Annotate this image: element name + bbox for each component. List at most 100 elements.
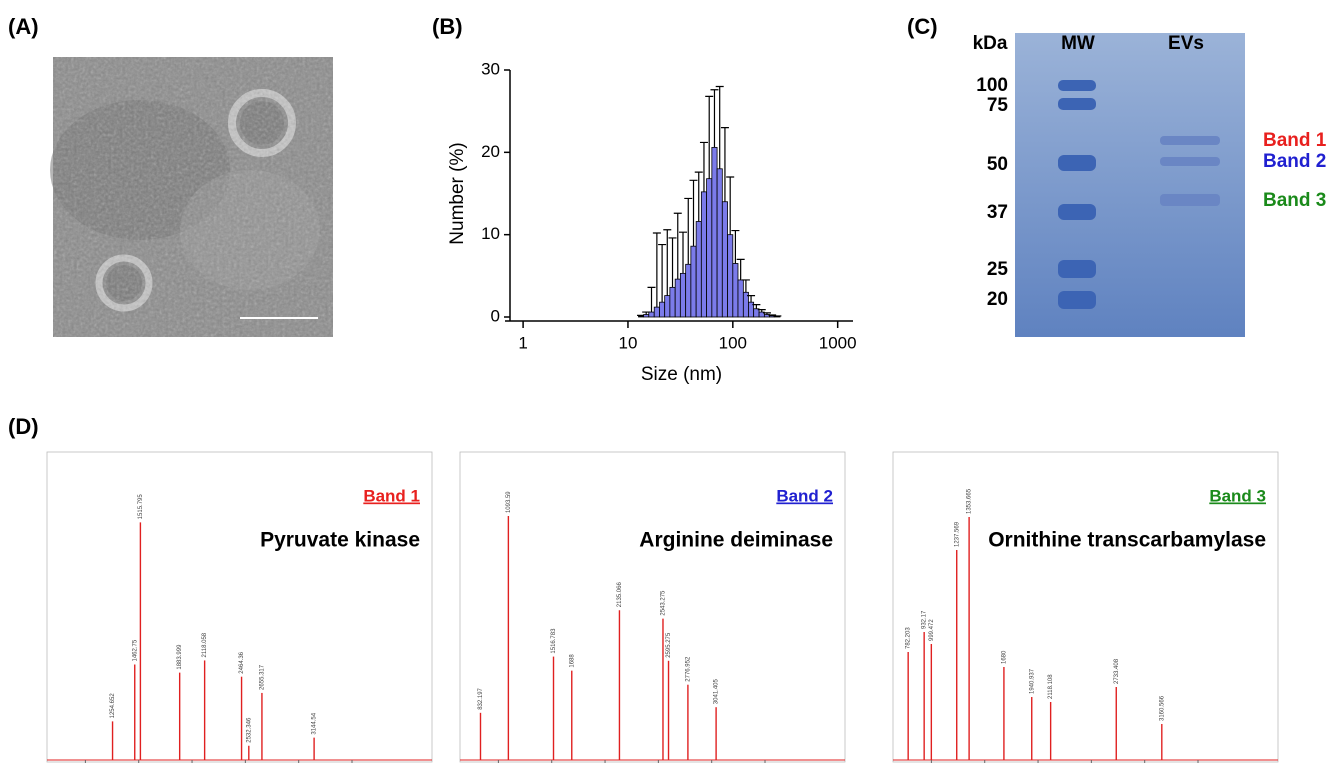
- bar: [659, 301, 666, 318]
- marker-label: 37: [987, 202, 1008, 223]
- lane-label: MW: [1061, 33, 1095, 54]
- y-tick-label: 20: [481, 142, 500, 161]
- error-bar: [679, 231, 688, 274]
- x-tick-label: 100: [719, 333, 747, 352]
- tem-image: [50, 57, 333, 337]
- band-title: Band 1: [363, 486, 420, 505]
- peak-label: 1516.783: [551, 628, 557, 654]
- error-bar: [736, 258, 745, 280]
- peak-label: 2118.108: [1048, 674, 1054, 699]
- peak-label: 1353.665: [967, 488, 973, 514]
- panel-label: (A): [8, 14, 39, 39]
- unit-label: kDa: [973, 33, 1008, 54]
- error-bar: [684, 197, 693, 265]
- panel-label: (B): [432, 14, 463, 39]
- protein-name: Pyruvate kinase: [260, 529, 420, 552]
- error-bar: [768, 314, 777, 316]
- peak-label: 1940.937: [1029, 668, 1035, 694]
- bar: [648, 311, 655, 318]
- lane-label: EVs: [1168, 33, 1204, 54]
- error-bar: [726, 176, 735, 235]
- error-bar: [658, 243, 667, 303]
- error-bar: [752, 304, 761, 309]
- band-label: Band 2: [1263, 151, 1326, 172]
- protein-name: Ornithine transcarbamylase: [988, 529, 1266, 552]
- peak-label: 1883.999: [177, 644, 183, 670]
- error-bar: [710, 89, 719, 148]
- y-tick-label: 10: [481, 224, 500, 243]
- y-tick-label: 0: [491, 306, 500, 325]
- bar: [711, 146, 718, 318]
- peak-label: 2135.066: [617, 582, 623, 608]
- bar: [674, 278, 681, 318]
- peak-label: 2776.952: [685, 656, 691, 682]
- histogram-chart: 0 10 20 30 1 10 100 1000 Size (nm) Number (%): [447, 59, 857, 385]
- peak-label: 1093.59: [506, 491, 512, 513]
- bar: [669, 286, 676, 318]
- bar: [653, 306, 660, 318]
- error-bar: [699, 141, 708, 192]
- peak-label: 999.472: [929, 619, 935, 641]
- peak-label: 3160.566: [1159, 695, 1165, 721]
- error-bar: [673, 212, 682, 280]
- marker-label: 25: [987, 259, 1009, 280]
- peak-label: 932.17: [922, 610, 928, 629]
- error-bar: [741, 279, 750, 293]
- x-tick-label: 1: [518, 333, 527, 352]
- bar: [706, 178, 713, 318]
- spectra: 1515.795 1462.75 1883.999 2118.058 2464.36 26…: [46, 451, 1279, 763]
- error-bar: [663, 229, 672, 296]
- bar: [737, 279, 744, 318]
- bar: [716, 168, 723, 318]
- error-bar: [757, 308, 766, 313]
- bar: [679, 272, 687, 318]
- error-bar: [715, 85, 724, 169]
- peak-label: 2543.275: [661, 590, 667, 616]
- error-bar: [747, 294, 756, 303]
- error-bar: [647, 286, 656, 313]
- bar: [643, 314, 650, 318]
- y-tick-label: 30: [481, 59, 500, 78]
- x-tick-label: 1000: [819, 333, 857, 352]
- marker-label: 100: [976, 75, 1008, 96]
- marker-label: 20: [987, 289, 1008, 310]
- peak-label: 1688: [569, 654, 575, 668]
- marker-label: 50: [987, 154, 1008, 175]
- error-bar: [652, 232, 661, 308]
- band-label: Band 3: [1263, 190, 1326, 211]
- spectrum-frame: [892, 451, 1279, 763]
- band-label: Band 1: [1263, 130, 1327, 151]
- marker-label: 75: [987, 95, 1009, 116]
- bar: [695, 221, 702, 318]
- peak-label: 2655.317: [260, 664, 266, 690]
- error-bar: [720, 127, 729, 202]
- peak-label: 2733.408: [1114, 658, 1120, 684]
- error-bar: [668, 237, 677, 288]
- bar: [638, 315, 645, 318]
- spectrum-frame: [46, 451, 433, 763]
- error-bar: [689, 179, 698, 247]
- bar: [727, 234, 734, 318]
- x-tick-label: 10: [618, 333, 637, 352]
- peak-label: 1462.75: [132, 639, 138, 661]
- bar: [700, 191, 707, 318]
- bar: [664, 295, 671, 318]
- bar: [685, 263, 692, 318]
- panel-label: (D): [8, 414, 39, 439]
- peak-label: 2464.36: [239, 651, 245, 673]
- bar: [721, 201, 728, 318]
- peak-label: 1515.795: [138, 494, 144, 520]
- peak-label: 2595.275: [666, 632, 672, 658]
- y-axis-label: Number (%): [447, 142, 468, 244]
- protein-name: Arginine deiminase: [639, 529, 833, 552]
- error-bar: [762, 312, 771, 315]
- spectrum-frame: [459, 451, 846, 763]
- peak-label: 2118.058: [202, 632, 208, 657]
- band-title: Band 3: [1209, 486, 1266, 505]
- peak-label: 3041.405: [714, 679, 720, 705]
- panel-label: (C): [907, 14, 938, 39]
- peak-label: 782.203: [906, 627, 912, 649]
- peak-label: 832.197: [478, 687, 484, 709]
